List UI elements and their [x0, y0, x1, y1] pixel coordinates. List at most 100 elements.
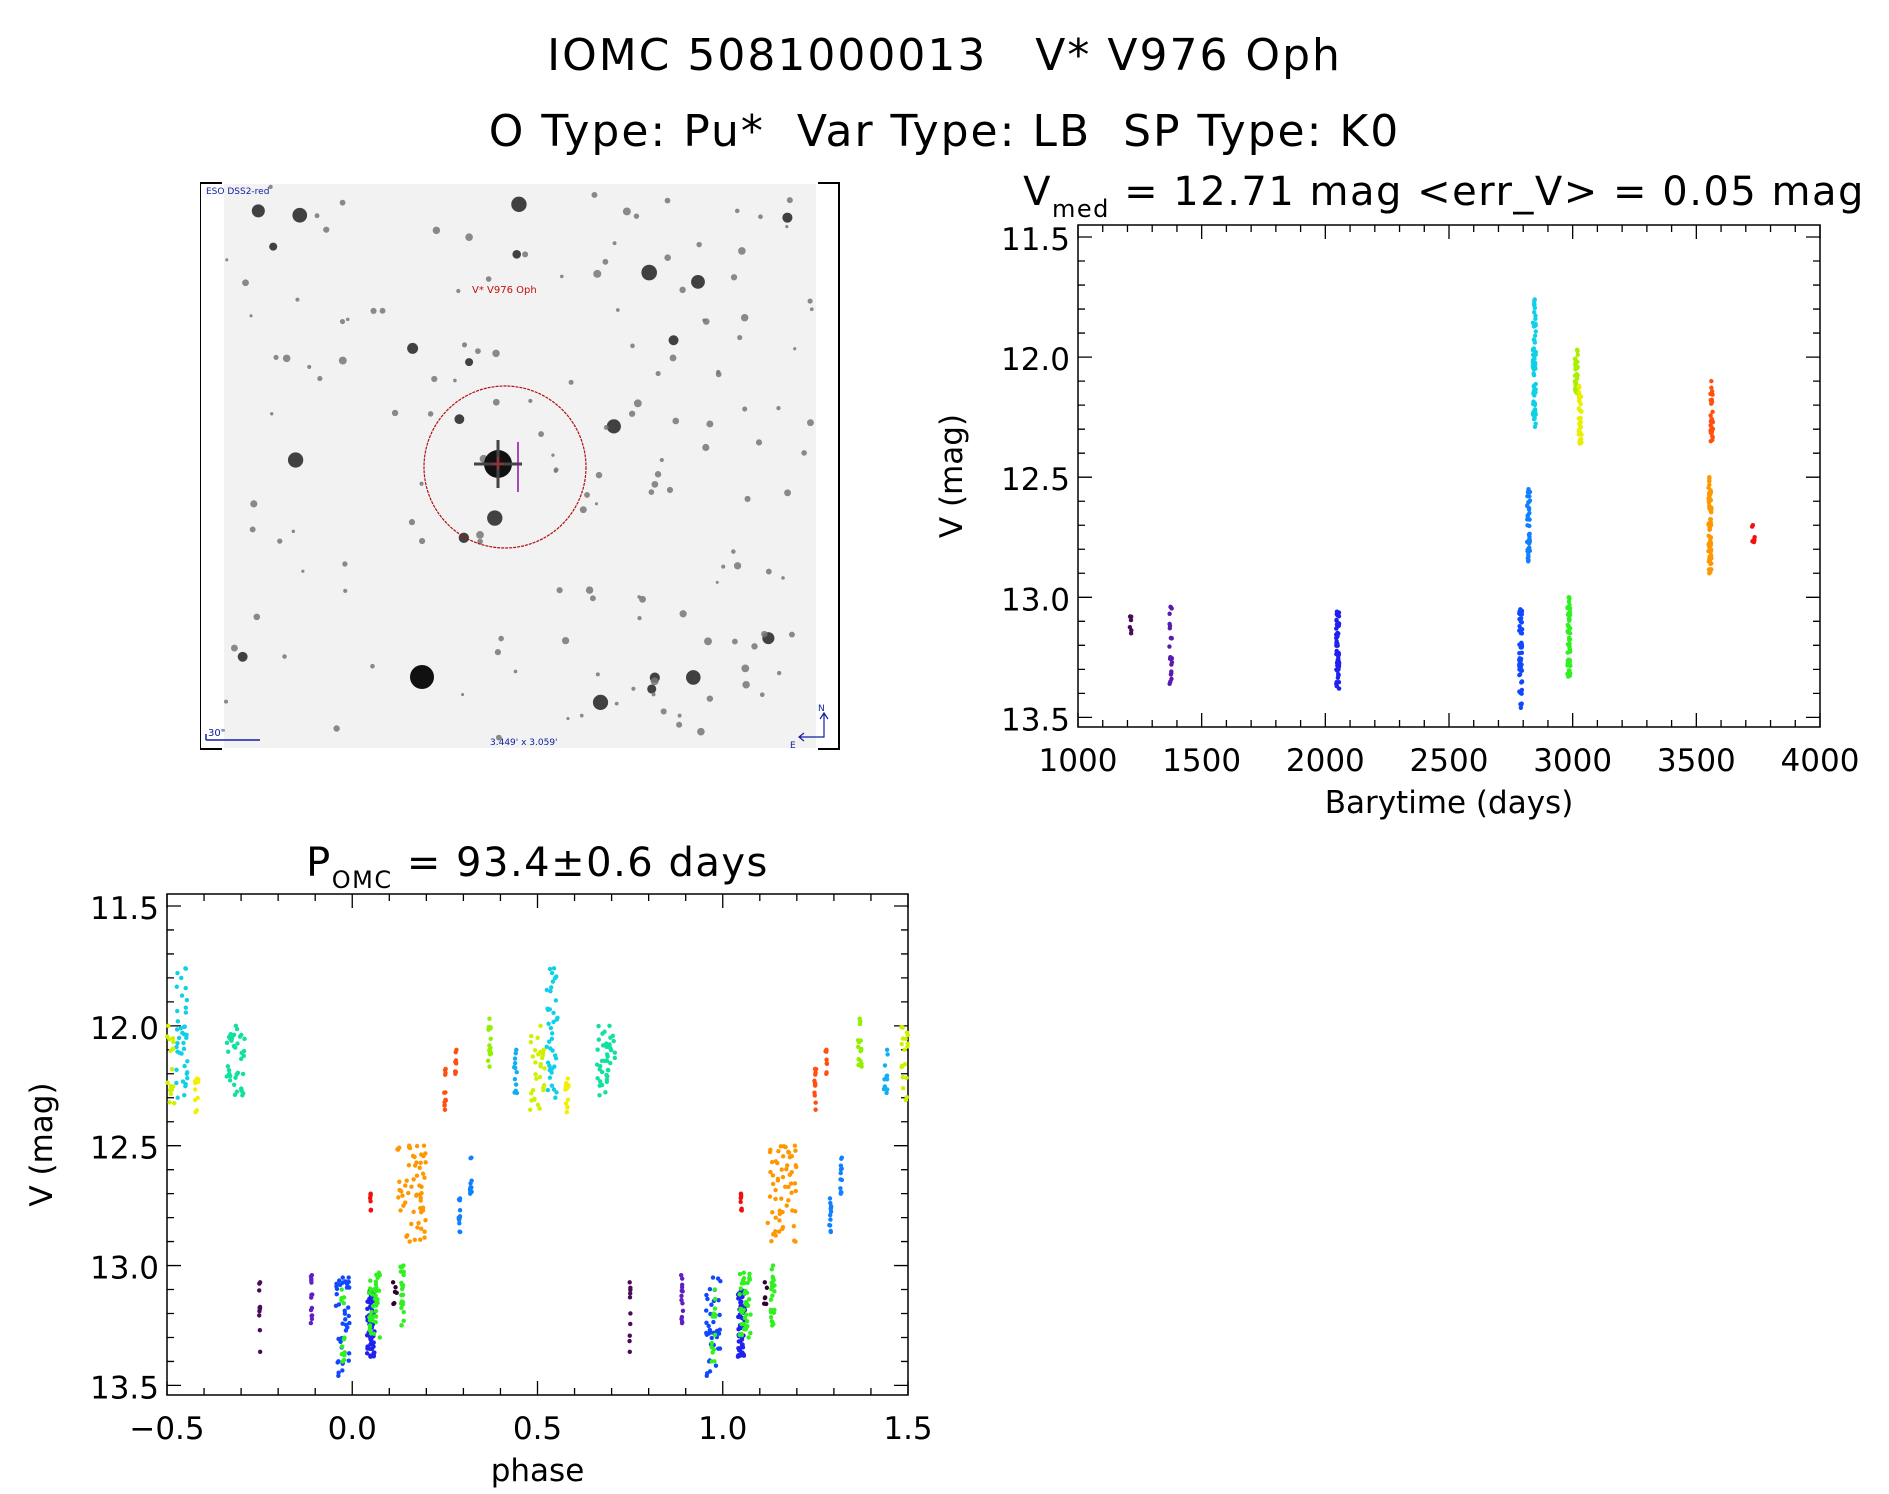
data-point [787, 1172, 793, 1178]
data-point [240, 1071, 246, 1077]
data-point [608, 1060, 613, 1066]
star [679, 610, 687, 618]
data-point [793, 1148, 798, 1153]
data-point [1575, 352, 1580, 357]
data-point [532, 1048, 538, 1053]
data-point [838, 1167, 844, 1172]
data-point [371, 1354, 376, 1359]
star [737, 334, 743, 341]
data-point [1707, 492, 1712, 498]
star [317, 376, 323, 382]
star [250, 500, 258, 508]
data-point [1524, 539, 1530, 545]
data-point [336, 1370, 341, 1375]
data-point [168, 1091, 174, 1097]
data-point [713, 1363, 719, 1368]
data-point [899, 1041, 904, 1047]
data-point [418, 1206, 423, 1211]
data-point [827, 1196, 833, 1201]
data-point [1567, 648, 1573, 653]
data-point [512, 1060, 518, 1066]
star [761, 630, 768, 638]
star [476, 530, 484, 539]
data-point [712, 1332, 718, 1338]
star [301, 569, 305, 573]
data-point [226, 1034, 232, 1040]
star [731, 549, 736, 554]
data-point [770, 1263, 776, 1268]
data-point [529, 1033, 534, 1039]
star [553, 467, 559, 473]
data-point [453, 1058, 459, 1063]
y-tick-label: 12.0 [1001, 342, 1070, 378]
data-point [680, 1301, 685, 1306]
data-point [421, 1143, 427, 1148]
star [809, 307, 814, 312]
chart-title: Vmed = 12.71 mag <err_V> = 0.05 mag [1023, 169, 1865, 223]
data-point [422, 1235, 427, 1240]
data-point [1531, 348, 1536, 353]
data-point [1335, 630, 1340, 636]
data-point [376, 1288, 382, 1293]
data-point [1708, 535, 1713, 540]
data-point [182, 1063, 187, 1069]
data-point [1533, 421, 1538, 426]
data-point [792, 1143, 798, 1148]
data-point [706, 1331, 712, 1336]
data-point [411, 1209, 416, 1215]
data-point [1531, 383, 1537, 388]
data-point [903, 1036, 908, 1042]
data-point [457, 1221, 462, 1226]
data-point [456, 1217, 462, 1223]
data-point [339, 1344, 345, 1349]
data-point [564, 1109, 570, 1115]
data-point [813, 1082, 818, 1087]
data-point [838, 1163, 844, 1168]
data-point [399, 1299, 404, 1304]
data-point [1567, 595, 1572, 600]
data-point [789, 1154, 795, 1159]
data-point [233, 1045, 238, 1050]
data-point [487, 1016, 492, 1021]
data-point [422, 1175, 427, 1180]
data-point [778, 1144, 784, 1149]
data-point [747, 1271, 752, 1277]
data-point [1574, 373, 1579, 379]
star [379, 307, 386, 314]
data-point [747, 1277, 753, 1282]
data-point [182, 1024, 188, 1029]
data-point [716, 1297, 721, 1303]
data-point [179, 975, 184, 981]
star [742, 406, 748, 412]
data-point [256, 1288, 262, 1293]
data-point [1336, 660, 1342, 666]
star [593, 269, 602, 278]
data-point [338, 1282, 343, 1288]
data-point [1167, 611, 1172, 616]
data-point [534, 1076, 539, 1081]
data-point [812, 1093, 817, 1098]
star [566, 717, 570, 721]
data-point [549, 1036, 555, 1042]
data-point [170, 1036, 176, 1041]
data-point [1710, 409, 1715, 415]
star [744, 495, 751, 502]
data-point [414, 1173, 420, 1178]
data-point [1577, 407, 1582, 412]
data-point [773, 1187, 778, 1193]
data-point [176, 1035, 182, 1041]
data-point [1517, 623, 1522, 629]
data-point [512, 1076, 518, 1082]
data-point [1709, 431, 1714, 436]
data-point [709, 1340, 715, 1346]
star [702, 443, 710, 452]
data-point [343, 1317, 348, 1322]
data-point [423, 1218, 428, 1223]
data-point [738, 1300, 743, 1305]
data-point [182, 1093, 187, 1098]
x-tick-label: 1.0 [698, 1411, 747, 1447]
data-point [1707, 567, 1713, 572]
data-point [396, 1195, 401, 1200]
data-point [487, 1064, 492, 1069]
star [295, 297, 300, 302]
